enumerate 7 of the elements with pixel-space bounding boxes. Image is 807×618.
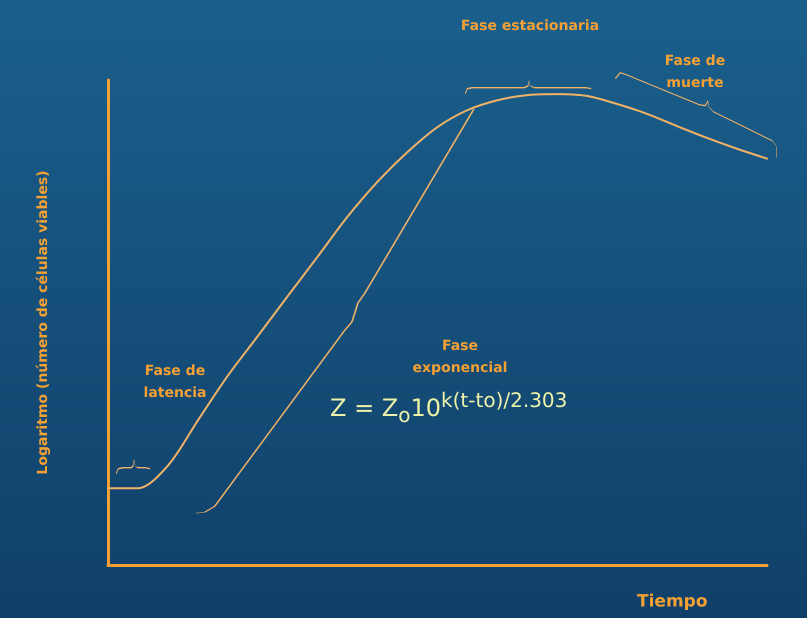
- x-axis-title: Tiempo: [637, 592, 708, 612]
- annotation: Fase exponencial: [412, 337, 508, 378]
- y-axis-title: Logaritmo (número de células viables): [35, 170, 51, 475]
- annotation: Fase de latencia: [142, 362, 208, 403]
- text: Fase de muerte: [664, 52, 726, 93]
- text: Fase estacionaria: [460, 17, 600, 36]
- annotation: Z = Z$_{o}$10$^{k(t-to)/2.303}$: [330, 387, 568, 429]
